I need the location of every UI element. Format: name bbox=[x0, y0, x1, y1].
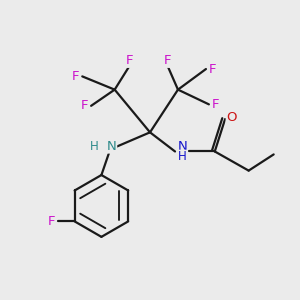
Text: O: O bbox=[226, 111, 237, 124]
Text: F: F bbox=[81, 99, 88, 112]
Text: F: F bbox=[48, 215, 56, 228]
Text: F: F bbox=[126, 54, 133, 67]
Text: F: F bbox=[209, 62, 216, 76]
Text: H: H bbox=[90, 140, 99, 153]
Text: F: F bbox=[164, 54, 171, 67]
Text: H: H bbox=[178, 150, 187, 163]
Text: F: F bbox=[72, 70, 80, 83]
Text: N: N bbox=[107, 140, 117, 153]
Text: F: F bbox=[212, 98, 219, 111]
Text: N: N bbox=[178, 140, 187, 153]
